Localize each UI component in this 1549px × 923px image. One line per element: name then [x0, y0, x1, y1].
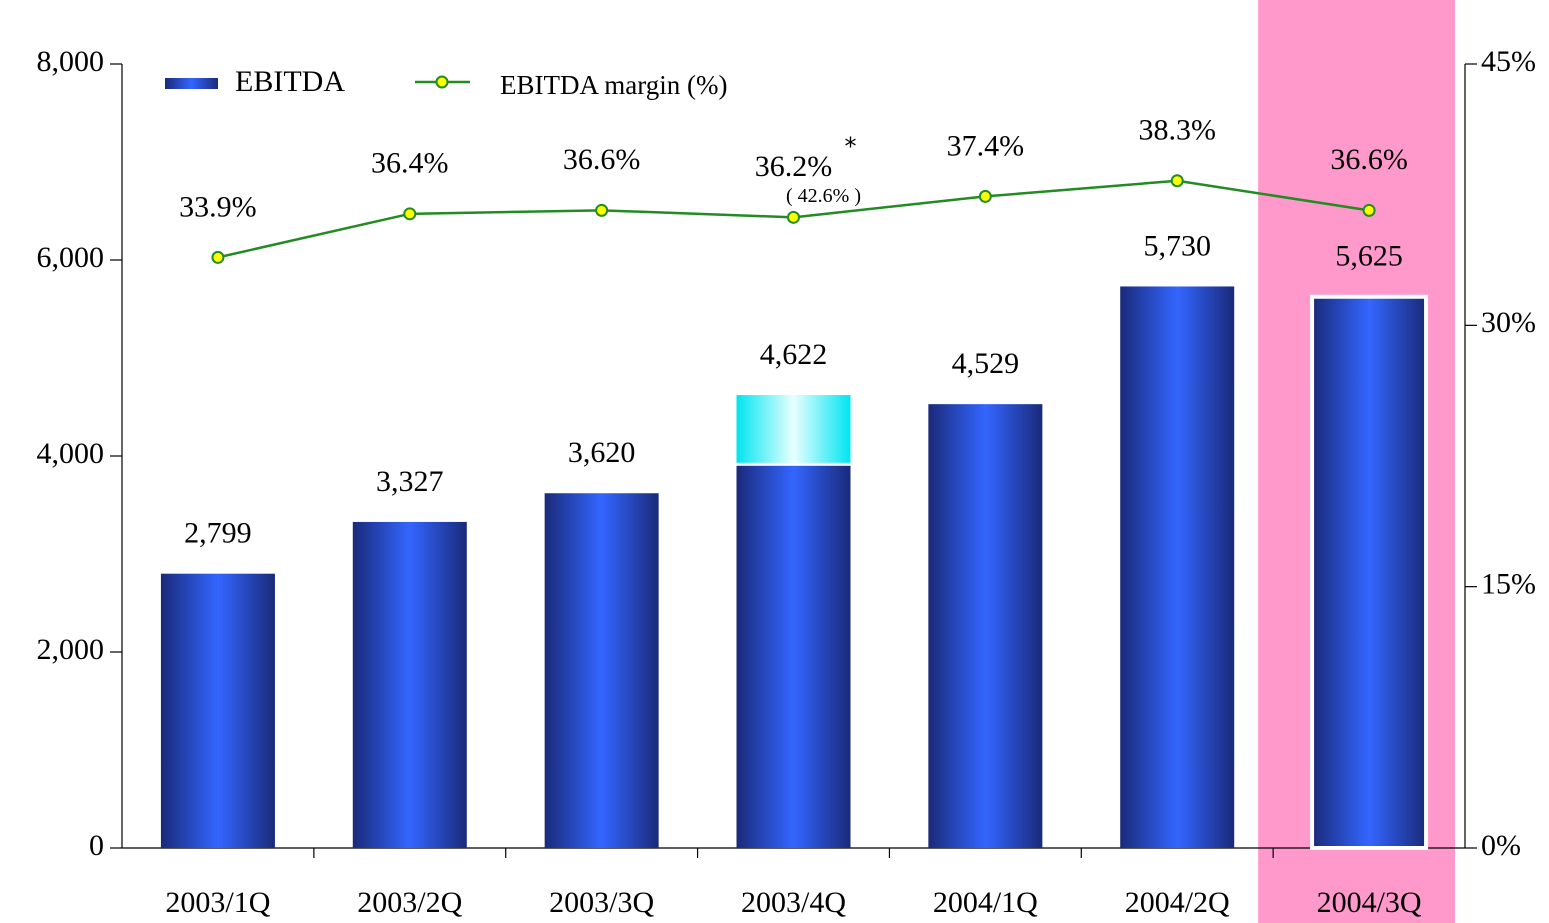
line-value-label: 33.9% [179, 190, 257, 223]
y-tick-label: 6,000 [37, 241, 105, 274]
bar [544, 493, 659, 848]
line-value-label: 38.3% [1138, 114, 1216, 147]
legend-label: EBITDA margin (%) [500, 70, 727, 100]
y-tick-label: 2,000 [37, 633, 105, 666]
marker [403, 207, 417, 221]
line-value-label: 36.2% [755, 150, 833, 183]
y-tick-label: 4,000 [37, 437, 105, 470]
value-label: 2,799 [184, 517, 252, 550]
value-label: 4,529 [952, 347, 1020, 380]
marker [787, 210, 800, 224]
value-label: 3,620 [568, 436, 636, 469]
legend-label: EBITDA [235, 65, 345, 98]
bar [1310, 294, 1429, 850]
marker [1362, 203, 1376, 217]
line-value-label: 36.6% [1330, 143, 1408, 176]
x-tick-label: 2004/3Q [1317, 886, 1422, 919]
legend-marker [435, 75, 449, 89]
line-value-label: 37.4% [947, 129, 1025, 162]
marker [595, 203, 609, 217]
annotation: ( 42.6% ) [786, 185, 861, 207]
value-label: 5,730 [1143, 229, 1211, 262]
legend-swatch [165, 78, 218, 89]
x-tick-label: 2004/2Q [1125, 886, 1230, 919]
annotation: * [845, 132, 857, 160]
marker [1170, 174, 1184, 188]
y2-tick-label: 15% [1481, 568, 1536, 601]
value-label: 5,625 [1335, 240, 1403, 273]
marker [978, 189, 992, 203]
bar [160, 573, 275, 848]
bar [1120, 286, 1235, 849]
y2-tick-label: 45% [1481, 45, 1536, 78]
x-tick-label: 2003/3Q [549, 886, 654, 919]
line-value-label: 36.6% [563, 143, 641, 176]
y2-tick-label: 30% [1481, 306, 1536, 339]
value-label: 3,327 [376, 465, 444, 498]
x-tick-label: 2003/1Q [165, 886, 270, 919]
x-tick-label: 2003/2Q [357, 886, 462, 919]
bar [736, 465, 851, 848]
y-tick-label: 8,000 [37, 45, 105, 78]
line-value-label: 36.4% [371, 147, 449, 180]
bar [352, 521, 467, 848]
value-label: 4,622 [760, 338, 828, 371]
y-tick-label: 0 [89, 829, 104, 862]
y2-tick-label: 0% [1481, 829, 1521, 862]
marker [211, 250, 225, 264]
bar [928, 404, 1043, 848]
x-tick-label: 2004/1Q [933, 886, 1038, 919]
bar-segment [736, 395, 851, 463]
x-tick-label: 2003/4Q [741, 886, 846, 919]
